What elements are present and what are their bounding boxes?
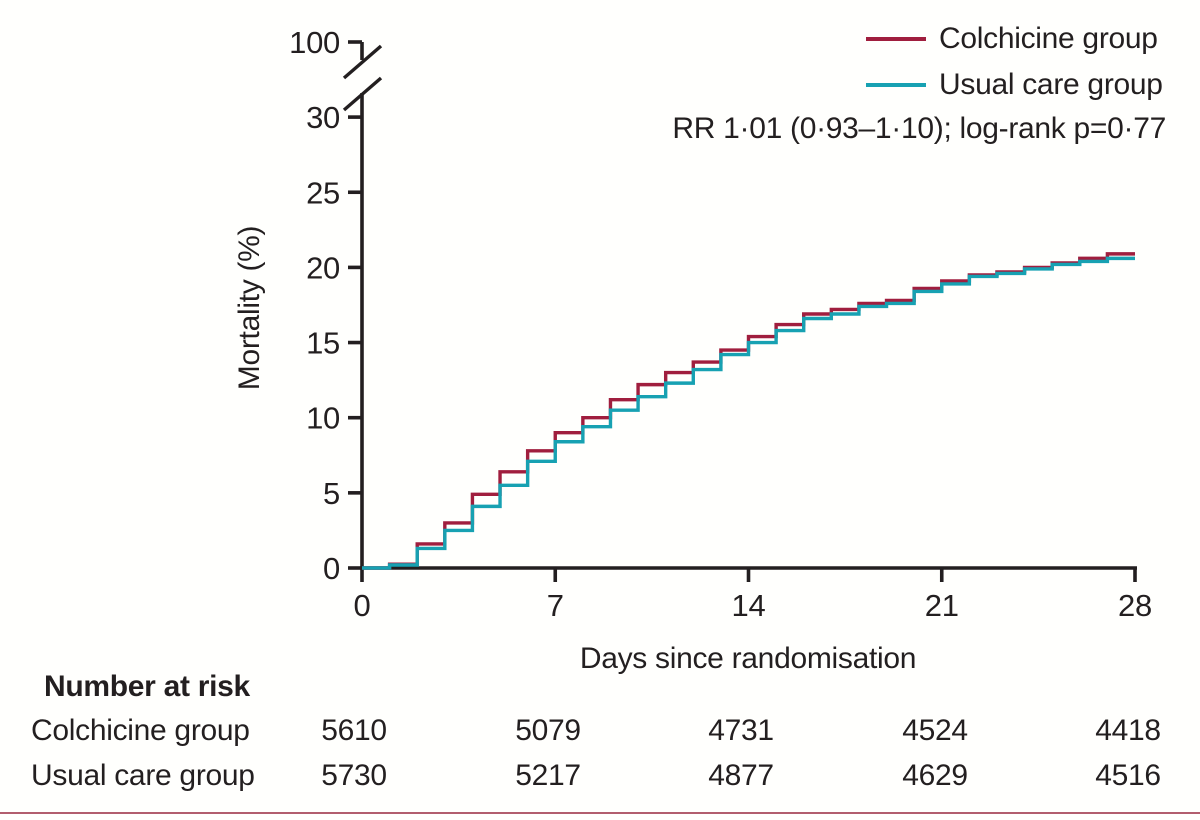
risk-table-title: Number at risk: [44, 670, 250, 703]
risk-count: 4524: [902, 714, 968, 747]
risk-count: 5610: [321, 714, 387, 747]
risk-row-label-usual-care: Usual care group: [31, 759, 255, 792]
risk-count: 4418: [1095, 714, 1161, 747]
legend-label-usual-care: Usual care group: [939, 68, 1163, 101]
y-tick-label: 100: [289, 25, 340, 60]
x-axis-title: Days since randomisation: [579, 642, 917, 675]
risk-count: 4629: [902, 759, 968, 792]
y-tick-label: 30: [306, 100, 340, 135]
risk-row-label-colchicine: Colchicine group: [31, 714, 250, 747]
legend-item-usual-care: Usual care group: [866, 68, 1163, 102]
legend-item-colchicine: Colchicine group: [866, 22, 1163, 56]
mortality-curve-usual-care: [362, 256, 1135, 570]
y-tick-label: 10: [306, 401, 340, 436]
risk-count: 4877: [708, 759, 774, 792]
axis-break-mark: [342, 44, 383, 80]
legend: Colchicine group Usual care group: [866, 22, 1163, 114]
colchicine-line-swatch: [866, 37, 926, 41]
risk-count: 5079: [515, 714, 581, 747]
x-tick-label: 28: [1118, 588, 1152, 623]
rr-annotation: RR 1·01 (0·93–1·10); log-rank p=0·77: [672, 112, 1166, 145]
y-tick-label: 15: [306, 326, 340, 361]
x-tick-label: 14: [732, 588, 766, 623]
risk-count: 4731: [708, 714, 774, 747]
risk-count: 5730: [321, 759, 387, 792]
axis-break-mark: [342, 76, 383, 112]
risk-count: 4516: [1095, 759, 1161, 792]
y-tick-label: 20: [306, 250, 340, 285]
y-tick-label: 0: [323, 551, 340, 586]
x-tick-label: 21: [925, 588, 959, 623]
x-tick-label: 7: [547, 588, 564, 623]
legend-label-colchicine: Colchicine group: [939, 22, 1158, 55]
y-tick-label: 5: [323, 476, 340, 511]
usual-care-line-swatch: [866, 83, 926, 87]
risk-count: 5217: [515, 759, 581, 792]
x-tick-label: 0: [354, 588, 371, 623]
y-tick-label: 25: [306, 175, 340, 210]
bottom-rule: [0, 812, 1200, 814]
